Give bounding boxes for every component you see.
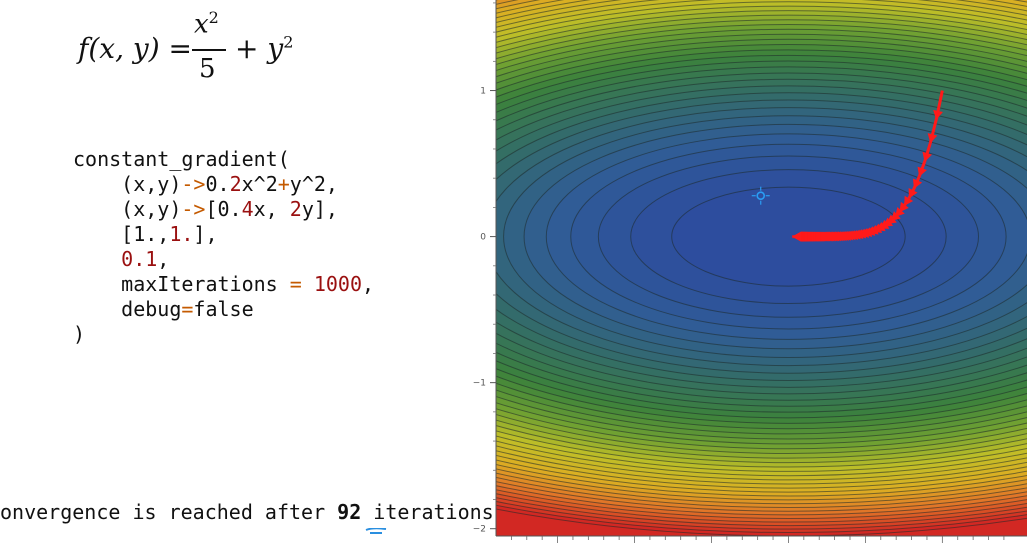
code-token: 0.1 (121, 247, 157, 271)
code-token: 0. (205, 172, 229, 196)
status-prefix: onvergence is reached after (0, 500, 337, 524)
code-token (302, 272, 314, 296)
code-token: x, (254, 197, 290, 221)
code-line: ) (73, 322, 374, 347)
formula-numerator: x2 (194, 8, 219, 40)
code-token: debug (73, 297, 181, 321)
code-token: + (278, 172, 290, 196)
code-line: debug=false (73, 297, 374, 322)
iteration-count: 92 (337, 500, 361, 524)
fraction-bar (192, 49, 226, 51)
code-line: [1.,1.], (73, 222, 374, 247)
code-token: ) (73, 322, 85, 346)
code-token: , (157, 247, 169, 271)
code-token: 1000 (314, 272, 362, 296)
contour-level (672, 187, 905, 286)
code-token: = (181, 297, 193, 321)
code-token: maxIterations (73, 272, 290, 296)
code-token: 1. (169, 222, 193, 246)
code-token: 2 (230, 172, 242, 196)
formula-rest: + y2 (235, 32, 293, 65)
code-token: (x,y) (73, 172, 181, 196)
code-line: (x,y)->[0.4x, 2y], (73, 197, 374, 222)
formula-numerator-var: x (194, 10, 209, 40)
y-tick-label: 1 (480, 87, 486, 97)
code-line: maxIterations = 1000, (73, 272, 374, 297)
y-tick-label: −2 (473, 525, 486, 535)
formula-rest-var: + y (235, 32, 283, 65)
code-line: constant_gradient( (73, 147, 374, 172)
code-block[interactable]: constant_gradient( (x,y)->0.2x^2+y^2, (x… (73, 147, 374, 347)
contour-layer (466, 0, 1027, 536)
code-token: false (193, 297, 253, 321)
code-token: = (290, 272, 302, 296)
code-token: -> (181, 197, 205, 221)
code-token: 4 (242, 197, 254, 221)
contour-plot[interactable]: 1 0 −1 −2 (466, 0, 1027, 543)
formula-numerator-exp: 2 (209, 8, 219, 27)
code-token: -> (181, 172, 205, 196)
code-token: [1., (73, 222, 169, 246)
formula-rest-exp: 2 (283, 33, 293, 52)
code-token: y], (302, 197, 338, 221)
code-token: ], (193, 222, 217, 246)
code-line: 0.1, (73, 247, 374, 272)
code-token: y^2, (290, 172, 338, 196)
code-line: (x,y)->0.2x^2+y^2, (73, 172, 374, 197)
y-tick-label: −1 (473, 379, 486, 389)
formula-denominator: 5 (199, 54, 216, 84)
formula: f(x, y) = x2 5 + y2 (78, 8, 338, 98)
annotation-underline-icon (365, 528, 387, 534)
y-tick-label: 0 (480, 233, 486, 243)
formula-lhs: f(x, y) = (78, 32, 192, 65)
code-token: (x,y) (73, 197, 181, 221)
code-token: [0. (205, 197, 241, 221)
code-token: x^2 (242, 172, 278, 196)
status-message: onvergence is reached after 92 iteration… (0, 500, 506, 548)
code-token: 2 (290, 197, 302, 221)
code-token (73, 247, 121, 271)
code-token: constant_gradient( (73, 147, 290, 171)
code-token: , (362, 272, 374, 296)
